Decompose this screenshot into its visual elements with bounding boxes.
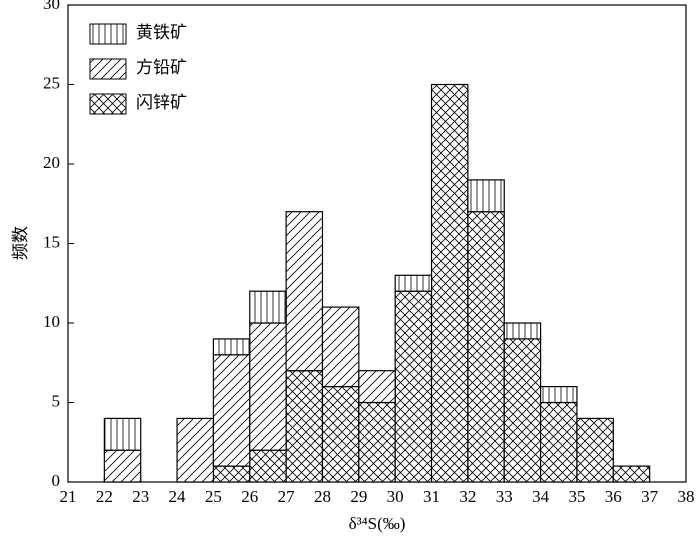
bar-segment — [358, 370, 396, 404]
y-tick-label: 0 — [52, 471, 61, 490]
x-tick-label: 21 — [60, 487, 77, 506]
bar-segment — [503, 338, 542, 483]
x-tick-label: 23 — [132, 487, 149, 506]
bar-segment — [321, 306, 360, 388]
bar-segment — [503, 322, 542, 340]
x-axis-label: δ³⁴S(‰) — [349, 514, 406, 533]
x-tick-label: 35 — [568, 487, 585, 506]
bar-segment — [249, 449, 287, 483]
legend-label: 方铅矿 — [136, 58, 187, 77]
x-tick-label: 30 — [387, 487, 404, 506]
x-tick-label: 26 — [241, 487, 258, 506]
x-tick-label: 34 — [532, 487, 550, 506]
bar-segment — [285, 211, 324, 372]
legend-swatch — [89, 23, 127, 45]
y-tick-label: 15 — [43, 232, 60, 251]
legend-label: 黄铁矿 — [136, 23, 187, 42]
y-tick-label: 30 — [43, 0, 60, 13]
legend-swatch — [89, 58, 127, 80]
bar-segment — [539, 386, 578, 404]
x-tick-label: 37 — [641, 487, 659, 506]
x-tick-label: 36 — [605, 487, 622, 506]
bar-segment — [467, 211, 505, 483]
bar-segment — [249, 290, 287, 324]
x-tick-label: 32 — [459, 487, 476, 506]
bar-segment — [212, 338, 251, 356]
x-tick-label: 31 — [423, 487, 440, 506]
bar-segment — [212, 465, 251, 483]
bar-segment — [539, 401, 578, 483]
bar-segment — [103, 417, 142, 451]
x-tick-label: 25 — [205, 487, 222, 506]
bar-segment — [176, 417, 215, 483]
y-axis-label: 频数 — [11, 226, 30, 260]
bar-segment — [249, 322, 287, 451]
legend-label: 闪锌矿 — [136, 93, 187, 112]
bar-segment — [612, 465, 651, 483]
bar-segment — [321, 386, 360, 483]
x-tick-label: 38 — [678, 487, 695, 506]
bar-segment — [103, 449, 142, 483]
bar-segment — [285, 370, 324, 483]
bar-segment — [576, 417, 614, 483]
x-tick-label: 24 — [169, 487, 187, 506]
y-tick-label: 20 — [43, 153, 60, 172]
x-tick-label: 28 — [314, 487, 331, 506]
x-tick-label: 27 — [278, 487, 296, 506]
y-tick-label: 5 — [52, 391, 61, 410]
x-tick-label: 33 — [496, 487, 513, 506]
bar-segment — [430, 83, 469, 483]
x-tick-label: 22 — [96, 487, 113, 506]
bar-segment — [394, 274, 433, 292]
y-tick-label: 10 — [43, 312, 60, 331]
x-tick-label: 29 — [350, 487, 367, 506]
bar-segment — [467, 179, 505, 213]
bar-segment — [358, 401, 396, 483]
legend-swatch — [89, 93, 127, 115]
y-tick-label: 25 — [43, 73, 60, 92]
bar-segment — [394, 290, 433, 483]
bar-segment — [212, 354, 251, 467]
